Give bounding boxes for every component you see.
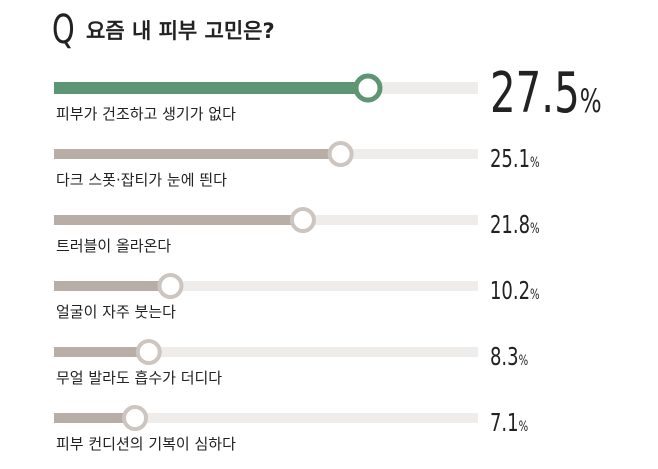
bar-knob <box>135 339 162 365</box>
bar-fill <box>54 347 149 357</box>
bar-fill <box>54 281 171 291</box>
value-label: 8.3% <box>490 343 528 372</box>
bar-knob <box>122 405 149 431</box>
category-label: 얼굴이 자주 붓는다 <box>56 303 176 321</box>
bar-knob <box>353 73 383 103</box>
value-label: 27.5% <box>490 60 602 125</box>
bar-track <box>54 281 478 291</box>
value-label: 7.1% <box>490 409 528 438</box>
category-label: 피부 컨디션의 기복이 심하다 <box>56 435 236 453</box>
bar-knob <box>289 207 316 233</box>
value-label: 10.2% <box>490 277 540 306</box>
title-text: 요즘 내 피부 고민은? <box>86 19 275 43</box>
value-label: 21.8% <box>490 211 540 240</box>
bar-knob <box>327 141 354 167</box>
bar-fill <box>54 149 341 159</box>
bar-knob <box>157 273 184 299</box>
bar-track <box>54 413 478 423</box>
bar-fill <box>54 82 368 94</box>
category-label: 트러블이 올라온다 <box>56 237 171 255</box>
category-label: 무얼 발라도 흡수가 더디다 <box>56 369 222 387</box>
bar-fill <box>54 413 136 423</box>
category-label: 다크 스폿·잡티가 눈에 띈다 <box>56 171 227 189</box>
bar-track <box>54 347 478 357</box>
value-label: 25.1% <box>490 145 540 174</box>
question-q-letter: Q <box>52 7 75 53</box>
category-label: 피부가 건조하고 생기가 없다 <box>56 105 236 123</box>
bar-fill <box>54 215 303 225</box>
